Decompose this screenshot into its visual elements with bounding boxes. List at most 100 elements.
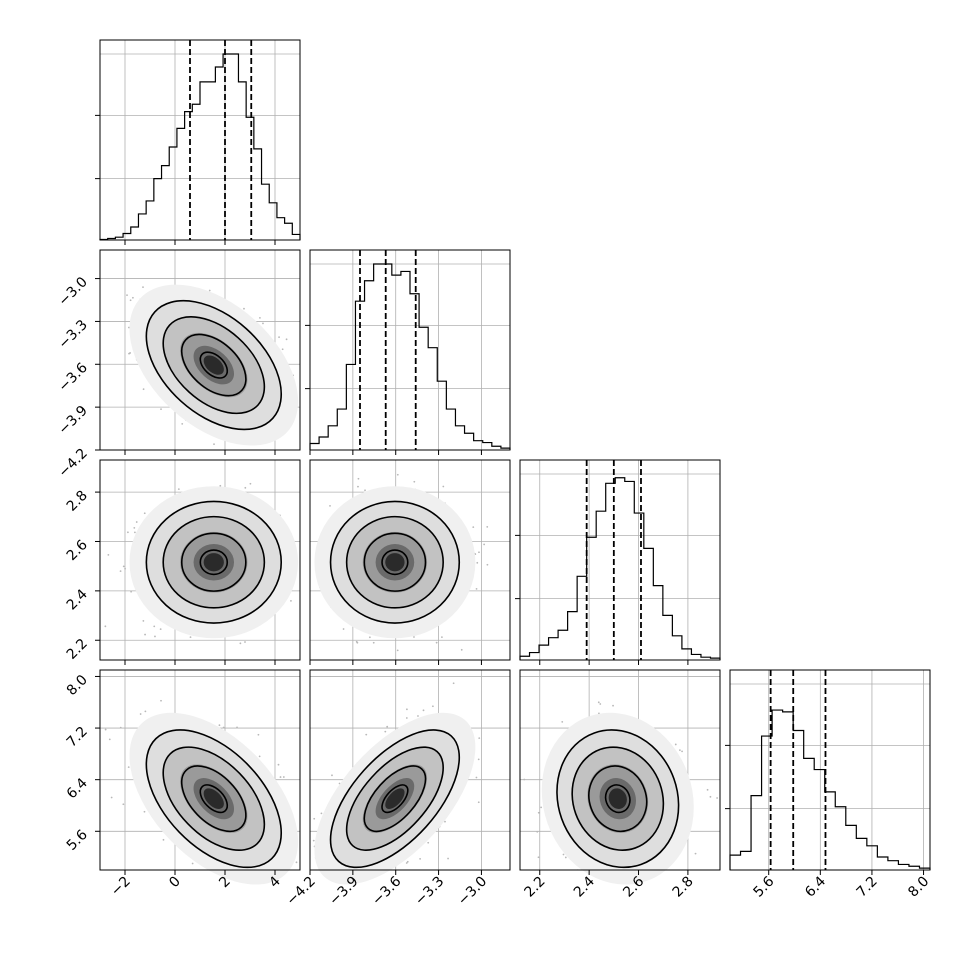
sample-point — [716, 797, 719, 799]
sample-point — [447, 857, 449, 860]
sample-point — [597, 701, 600, 704]
sample-point — [144, 710, 147, 713]
sample-point — [368, 888, 370, 890]
density-contour — [199, 784, 229, 814]
scatter-panel: −4.2−3.9−3.6−3.3−3.0 — [55, 249, 316, 481]
sample-point — [635, 897, 637, 899]
hist-bar — [319, 437, 328, 450]
sample-point — [213, 443, 215, 446]
histogram-panel — [305, 249, 511, 455]
sample-point — [142, 388, 145, 391]
sample-point — [122, 803, 125, 806]
x-tick-label: 8.0 — [905, 874, 932, 901]
hist-bar — [262, 184, 270, 240]
sample-point — [208, 289, 211, 292]
hist-bar — [162, 166, 170, 240]
scatter-panel: −2 0 2 45.66.47.28.0 — [64, 669, 301, 900]
sample-point — [122, 565, 125, 568]
sample-point — [442, 485, 445, 488]
hist-outline — [519, 477, 721, 660]
sample-point — [441, 636, 443, 638]
sample-point — [128, 352, 130, 355]
hist-bar — [888, 861, 899, 870]
x-tick-label: −2 — [108, 874, 134, 900]
sample-point — [142, 286, 144, 289]
x-tick-label: 6.4 — [802, 873, 829, 900]
x-tick-label: 7.2 — [854, 874, 881, 901]
hist-bar — [138, 214, 146, 240]
hist-bar — [123, 233, 131, 240]
sample-point — [161, 462, 163, 464]
sample-point — [396, 473, 399, 476]
sample-point — [277, 763, 280, 766]
hist-bar — [392, 275, 401, 450]
sample-point — [257, 733, 260, 736]
sample-point — [419, 857, 422, 860]
sample-point — [314, 369, 316, 371]
panel-frame — [729, 669, 931, 871]
sample-point — [384, 730, 387, 733]
sample-point — [133, 526, 136, 529]
sample-point — [244, 641, 246, 643]
density-contour — [556, 729, 680, 869]
y-tick-label: −3.9 — [55, 403, 90, 438]
sample-point — [427, 841, 430, 844]
sample-point — [160, 699, 162, 702]
sample-point — [313, 878, 315, 880]
y-tick-label: 2.2 — [64, 636, 91, 663]
sample-point — [562, 853, 565, 856]
hist-bar — [644, 548, 654, 660]
panel-frame — [519, 669, 721, 871]
density-contour — [381, 784, 409, 814]
sample-point — [478, 737, 481, 740]
hist-bar — [208, 82, 216, 240]
density-fill — [385, 788, 405, 809]
hist-bar — [428, 348, 437, 450]
scatter-panel: 2.2 2.4 2.6 2.8 — [64, 459, 301, 665]
sample-point — [355, 640, 358, 643]
hist-bar — [131, 227, 139, 240]
panel-frame — [309, 669, 511, 871]
sample-point — [540, 806, 543, 809]
sample-point — [472, 526, 475, 528]
sample-point — [262, 322, 264, 325]
sample-point — [160, 408, 162, 411]
hist-bar — [337, 409, 346, 450]
sample-point — [259, 470, 261, 472]
hist-bar — [772, 710, 783, 870]
scatter-panel: −4.2−3.9−3.6−3.3−3.0 — [283, 669, 511, 917]
sample-point — [259, 316, 261, 319]
sample-point — [143, 512, 146, 515]
density-contour — [162, 515, 266, 609]
sample-point — [285, 338, 288, 341]
sample-point — [612, 704, 614, 707]
sample-point — [331, 774, 333, 777]
hist-bar — [663, 615, 673, 660]
sample-point — [110, 796, 113, 799]
hist-bar — [455, 426, 464, 450]
panel-frame — [99, 669, 301, 871]
hist-bar — [365, 281, 374, 450]
sample-point — [159, 628, 162, 631]
hist-bar — [346, 364, 355, 450]
sample-point — [243, 307, 245, 310]
sample-point — [317, 915, 319, 917]
sample-point — [108, 738, 111, 741]
hist-bar — [401, 271, 410, 450]
sample-point — [162, 838, 165, 841]
sample-point — [431, 705, 434, 708]
sample-point — [564, 856, 567, 859]
scatter-panel — [309, 459, 511, 665]
sample-point — [312, 839, 315, 842]
hist-bar — [530, 653, 540, 660]
sample-point — [486, 563, 489, 566]
sample-point — [191, 862, 194, 865]
density-fill — [385, 553, 405, 572]
sample-point — [413, 480, 416, 483]
hist-bar — [146, 201, 154, 240]
sample-point — [342, 628, 345, 630]
sample-point — [154, 635, 156, 638]
sample-point — [153, 625, 156, 628]
sample-point — [476, 561, 479, 564]
sample-point — [177, 488, 180, 491]
